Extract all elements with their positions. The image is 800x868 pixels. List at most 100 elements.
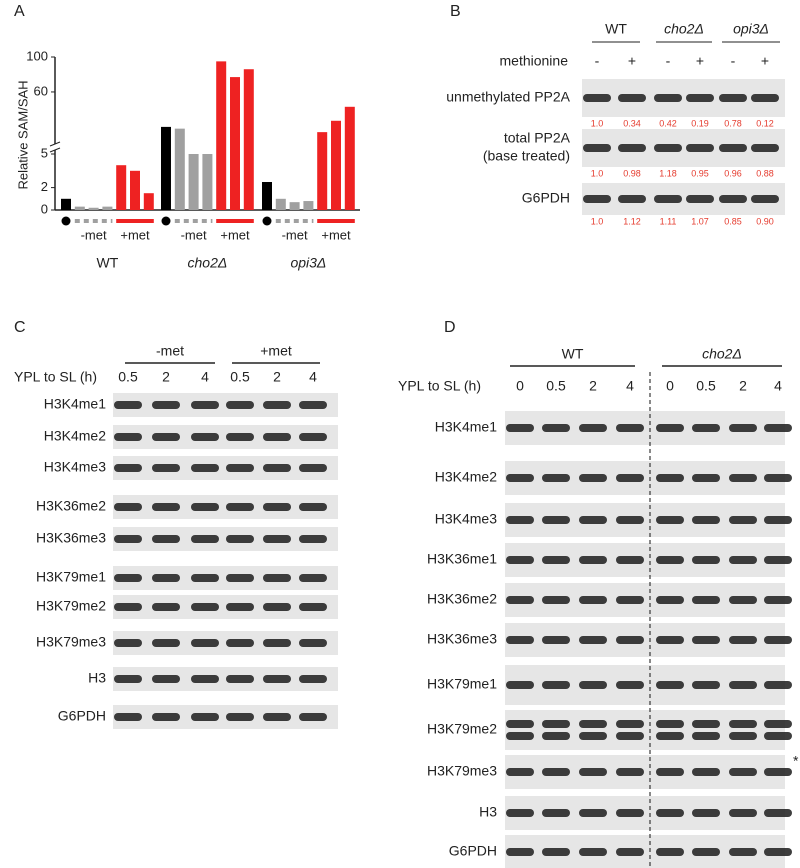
blot-band	[542, 732, 570, 740]
blot-band	[191, 603, 219, 611]
blot-band	[751, 94, 779, 102]
blot-band	[656, 474, 684, 482]
bar	[230, 77, 240, 211]
blot-band	[226, 503, 254, 511]
blot-band	[152, 603, 180, 611]
y-tick-label: 5	[41, 145, 48, 160]
y-tick-label: 2	[41, 179, 48, 194]
blot-band	[579, 732, 607, 740]
blot-band	[764, 681, 792, 689]
blot-band	[686, 195, 714, 203]
time: 0.5	[230, 369, 250, 385]
blot-band	[226, 574, 254, 582]
blot-band	[506, 809, 534, 817]
blot-band	[114, 639, 142, 647]
condition-marker	[262, 216, 272, 226]
blot-band	[692, 732, 720, 740]
quantification: 0.12	[756, 118, 774, 128]
blot-band	[152, 639, 180, 647]
blot-band	[263, 464, 291, 472]
blot-band	[656, 720, 684, 728]
x-tick-label: WT	[97, 255, 119, 271]
group-label: WT	[562, 346, 584, 362]
blot-band	[729, 809, 757, 817]
row-label: H3K79me2	[427, 721, 497, 737]
blot-band	[686, 144, 714, 152]
blot-band	[692, 516, 720, 524]
bar	[317, 132, 328, 210]
blot-band	[579, 636, 607, 644]
blot-band	[542, 848, 570, 856]
time: 2	[162, 369, 170, 385]
blot-band	[616, 720, 644, 728]
blot-band	[226, 433, 254, 441]
blot-band	[579, 474, 607, 482]
time: 0.5	[696, 378, 716, 394]
quantification: 0.78	[724, 118, 742, 128]
blot-band	[542, 636, 570, 644]
blot-band	[616, 556, 644, 564]
bar	[202, 154, 213, 210]
condition-label: +met	[321, 227, 351, 242]
sign: -	[666, 53, 671, 69]
blot-band	[191, 713, 219, 721]
blot-band	[191, 503, 219, 511]
blot-band	[729, 768, 757, 776]
time-label: YPL to SL (h)	[398, 378, 481, 394]
y-tick-label: 100	[26, 48, 48, 63]
blot-band	[616, 809, 644, 817]
blot-band	[542, 556, 570, 564]
row-label: H3K4me1	[44, 396, 106, 412]
time: 4	[201, 369, 209, 385]
blot-band	[542, 516, 570, 524]
condition-label: -met	[81, 227, 107, 242]
time: 4	[626, 378, 634, 394]
blot-band	[299, 464, 327, 472]
blot-band	[263, 574, 291, 582]
blot-band	[191, 675, 219, 683]
row-label: H3K36me1	[427, 551, 497, 567]
time: 2	[589, 378, 597, 394]
blot-band	[692, 474, 720, 482]
blot-band	[299, 535, 327, 543]
blot-band	[542, 681, 570, 689]
quantification: 0.88	[756, 168, 774, 178]
blot-band	[729, 720, 757, 728]
blot-band	[751, 144, 779, 152]
blot-band	[263, 639, 291, 647]
blot-band	[692, 720, 720, 728]
blot-band	[114, 433, 142, 441]
bar	[216, 61, 227, 210]
bar	[102, 206, 113, 210]
blot-band	[729, 424, 757, 432]
y-axis-label: Relative SAM/SAH	[15, 80, 30, 189]
y-tick-label: 0	[41, 201, 48, 216]
blot-band	[656, 809, 684, 817]
blot-band	[506, 732, 534, 740]
blot-band	[764, 596, 792, 604]
blot-band	[764, 732, 792, 740]
blot-band	[616, 424, 644, 432]
blot-band	[654, 144, 682, 152]
blot-band	[542, 768, 570, 776]
row-label: H3K36me3	[427, 631, 497, 647]
quantification: 0.90	[756, 216, 774, 226]
bar	[331, 120, 341, 210]
bar	[143, 193, 154, 210]
row-label: H3K79me3	[36, 634, 106, 650]
quantification: 1.11	[660, 216, 677, 226]
time: 2	[273, 369, 281, 385]
blot-band	[692, 424, 720, 432]
bar	[74, 206, 85, 210]
blot-band	[616, 516, 644, 524]
blot-band	[226, 535, 254, 543]
row-label: G6PDH	[58, 708, 106, 724]
blot-band	[226, 639, 254, 647]
genotype-label: cho2Δ	[664, 21, 704, 37]
blot-band	[114, 503, 142, 511]
quantification: 0.96	[724, 168, 742, 178]
row-label: H3K4me3	[44, 459, 106, 475]
blot-band	[152, 503, 180, 511]
blot-band	[616, 732, 644, 740]
